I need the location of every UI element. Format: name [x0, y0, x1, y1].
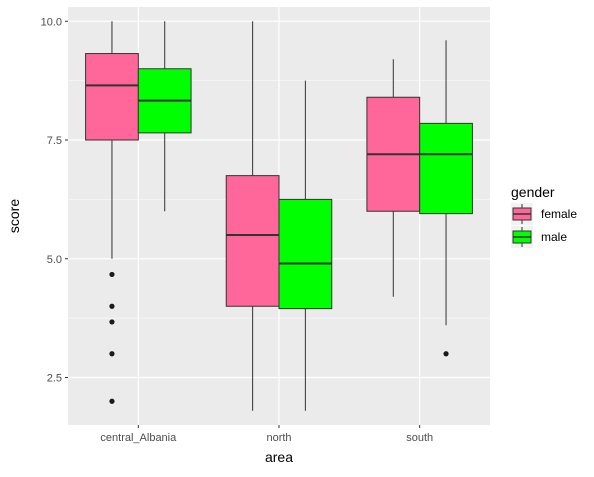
y-tick-label: 2.5 — [47, 373, 62, 385]
x-tick-label: central_Albania — [100, 432, 177, 444]
box-iqr — [85, 53, 139, 141]
x-tick-label: south — [406, 432, 433, 444]
legend-label: female — [541, 207, 577, 221]
box-iqr — [278, 198, 333, 310]
outlier-point — [109, 398, 115, 404]
outlier-point — [109, 351, 115, 357]
legend-item-male: male — [511, 226, 567, 248]
box-female-central_Albania — [85, 21, 139, 404]
box-iqr — [225, 175, 280, 307]
outlier-point — [443, 351, 449, 357]
box-male-south — [419, 40, 473, 357]
legend-item-female: female — [511, 203, 577, 225]
box-layer — [85, 21, 473, 411]
box-male-central_Albania — [137, 21, 192, 212]
box-female-north — [225, 21, 280, 411]
outlier-point — [109, 319, 115, 325]
y-tick-label: 7.5 — [47, 135, 62, 147]
legend-title: gender — [511, 184, 555, 200]
y-tick-label: 10.0 — [41, 16, 62, 28]
x-tick-label: north — [266, 432, 291, 444]
y-axis-title: score — [6, 199, 22, 233]
outlier-point — [109, 271, 115, 278]
legend-label: male — [541, 230, 567, 244]
x-axis-title: area — [265, 449, 293, 465]
x-axis: central_Albania north south — [100, 425, 433, 444]
y-tick-label: 5.0 — [47, 254, 62, 266]
box-female-south — [366, 59, 421, 297]
outlier-point — [109, 303, 115, 309]
box-iqr — [419, 122, 473, 215]
legend: gender female male — [511, 184, 577, 248]
legend-items: female male — [511, 203, 577, 248]
y-axis: 2.5 5.0 7.5 10.0 — [41, 16, 68, 385]
box-male-north — [278, 80, 333, 411]
